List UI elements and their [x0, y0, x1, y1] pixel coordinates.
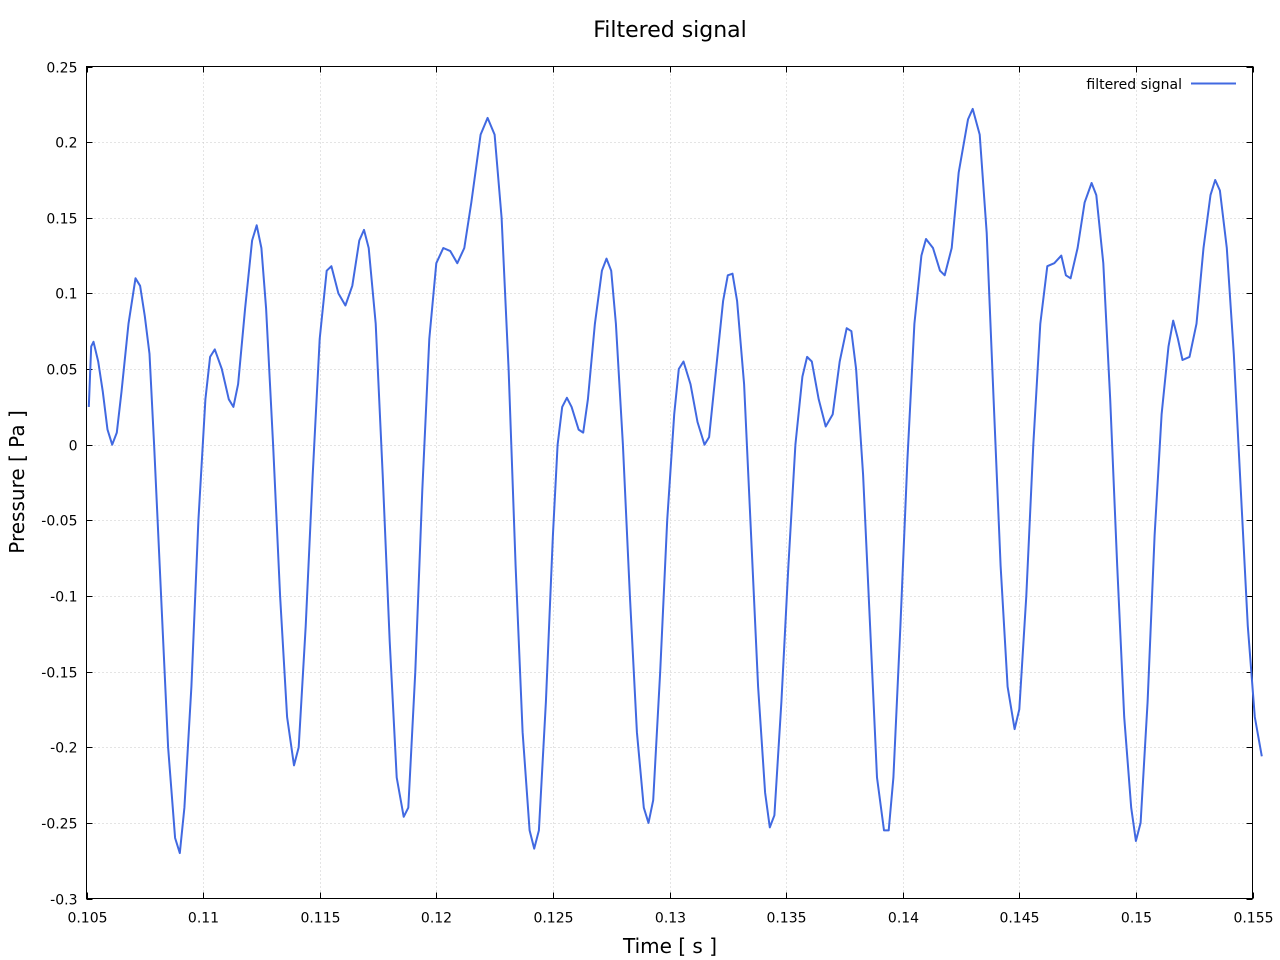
- y-tick-label: -0.05: [41, 514, 77, 530]
- x-tick-label: 0.115: [300, 911, 340, 927]
- legend: filtered signal: [1086, 77, 1236, 93]
- chart-title: Filtered signal: [593, 18, 747, 43]
- y-tick-label: -0.25: [41, 817, 77, 833]
- y-tick-label: 0.25: [46, 61, 77, 77]
- y-tick-label: -0.3: [50, 893, 77, 909]
- x-tick-label: 0.12: [421, 911, 452, 927]
- x-tick-label: 0.145: [999, 911, 1039, 927]
- y-tick-label: 0: [69, 439, 78, 455]
- series-layer: [87, 107, 1263, 855]
- y-tick-label: 0.05: [46, 363, 77, 379]
- axis-ticks: 0.105 0.11 0.115 0.12 0.125 0.13 0.135 0.14 0.14…: [41, 61, 1273, 927]
- y-axis-label: Pressure [ Pa ]: [5, 410, 29, 554]
- y-tick-label: 0.15: [46, 212, 77, 228]
- legend-label: filtered signal: [1086, 77, 1182, 93]
- plot-frame: [86, 66, 1253, 899]
- x-tick-label: 0.13: [655, 911, 686, 927]
- x-tick-label: 0.155: [1233, 911, 1273, 927]
- x-axis-label: Time [ s ]: [622, 934, 717, 958]
- x-tick-label: 0.11: [188, 911, 219, 927]
- x-tick-label: 0.105: [67, 911, 107, 927]
- y-tick-label: 0.1: [55, 287, 77, 303]
- series-line-filtered-signal: [87, 107, 1263, 855]
- y-tick-label: -0.1: [50, 590, 77, 606]
- x-tick-label: 0.15: [1121, 911, 1152, 927]
- x-tick-label: 0.125: [533, 911, 573, 927]
- y-tick-label: -0.15: [41, 666, 77, 682]
- y-tick-label: -0.2: [50, 741, 77, 757]
- x-tick-label: 0.14: [888, 911, 919, 927]
- y-tick-label: 0.2: [55, 136, 77, 152]
- x-tick-label: 0.135: [766, 911, 806, 927]
